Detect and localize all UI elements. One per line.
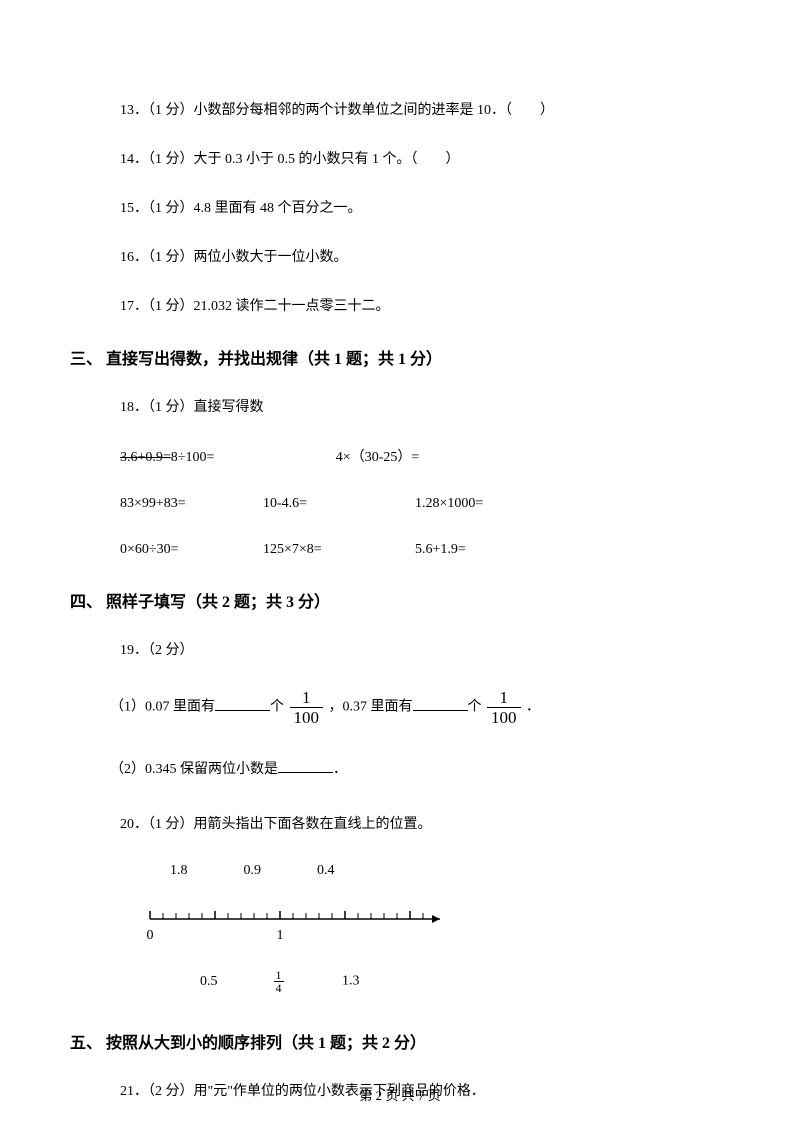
section-5-title: 五、 按照从大到小的顺序排列（共 1 题；共 2 分） (70, 1029, 730, 1053)
question-18: 18．（1 分）直接写得数 (120, 397, 730, 418)
question-14: 14．（1 分）大于 0.3 小于 0.5 的小数只有 1 个。（ ） (120, 149, 730, 170)
question-13: 13．（1 分）小数部分每相邻的两个计数单位之间的进率是 10．（ ） (120, 100, 730, 121)
section-3-title: 三、 直接写出得数，并找出规律（共 1 题；共 1 分） (70, 345, 730, 369)
question-19: 19．（2 分） (120, 640, 730, 661)
q19-2-text: （2）0.345 保留两位小数是 (110, 762, 278, 777)
svg-text:1: 1 (277, 928, 284, 943)
bottom-number-labels: 0.5 14 1.3 (170, 969, 730, 994)
calc-3a: 0×60÷30= (120, 542, 263, 558)
fraction-1-4: 14 (274, 969, 284, 994)
question-19-1: （1）0.07 里面有 个 1100 ，0.37 里面有 个 1100 ． (110, 689, 730, 726)
calc-1b: 8÷100= (171, 450, 336, 466)
q19-1-ge1: 个 (270, 700, 284, 715)
calc-2b: 10-4.6= (263, 496, 415, 512)
question-15: 15．（1 分）4.8 里面有 48 个百分之一。 (120, 198, 730, 219)
label-0-9: 0.9 (244, 863, 314, 879)
label-1-8: 1.8 (170, 863, 240, 879)
calc-strike: 3.6+0.9= (120, 450, 171, 466)
q19-2-suf: ． (333, 762, 347, 777)
question-19-2: （2）0.345 保留两位小数是 ． (110, 756, 730, 784)
q19-1-mid: ，0.37 里面有 (329, 700, 413, 715)
q19-1-suf: ． (526, 700, 540, 715)
question-17: 17．（1 分）21.032 读作二十一点零三十二。 (120, 296, 730, 317)
label-0-5: 0.5 (200, 974, 270, 990)
calc-1c: 4×（30-25）= (336, 446, 419, 466)
calc-3b: 125×7×8= (263, 542, 415, 558)
label-1-3: 1.3 (342, 974, 360, 989)
blank-3 (278, 759, 333, 773)
label-0-4: 0.4 (317, 863, 335, 879)
section-4-title: 四、 照样子填写（共 2 题；共 3 分） (70, 588, 730, 612)
q19-1-pre: （1）0.07 里面有 (110, 700, 215, 715)
blank-1 (215, 697, 270, 711)
calc-row-1: 3.6+0.9=8÷100=4×（30-25）= (120, 446, 730, 466)
blank-2 (413, 697, 468, 711)
question-20: 20．（1 分）用箭头指出下面各数在直线上的位置。 (120, 814, 730, 835)
calc-2a: 83×99+83= (120, 496, 263, 512)
svg-text:0: 0 (147, 928, 154, 943)
question-16: 16．（1 分）两位小数大于一位小数。 (120, 247, 730, 268)
number-line: 0 1 (140, 899, 730, 959)
fraction-1-100-a: 1100 (290, 689, 324, 726)
calc-2c: 1.28×1000= (415, 496, 483, 512)
top-number-labels: 1.8 0.9 0.4 (170, 863, 730, 879)
calc-row-3: 0×60÷30=125×7×8=5.6+1.9= (120, 542, 730, 558)
fraction-1-100-b: 1100 (487, 689, 521, 726)
calc-3c: 5.6+1.9= (415, 542, 466, 558)
q19-1-ge2: 个 (468, 700, 482, 715)
calc-row-2: 83×99+83=10-4.6=1.28×1000= (120, 496, 730, 512)
page-footer: 第 2 页 共 7 页 (0, 1085, 800, 1104)
